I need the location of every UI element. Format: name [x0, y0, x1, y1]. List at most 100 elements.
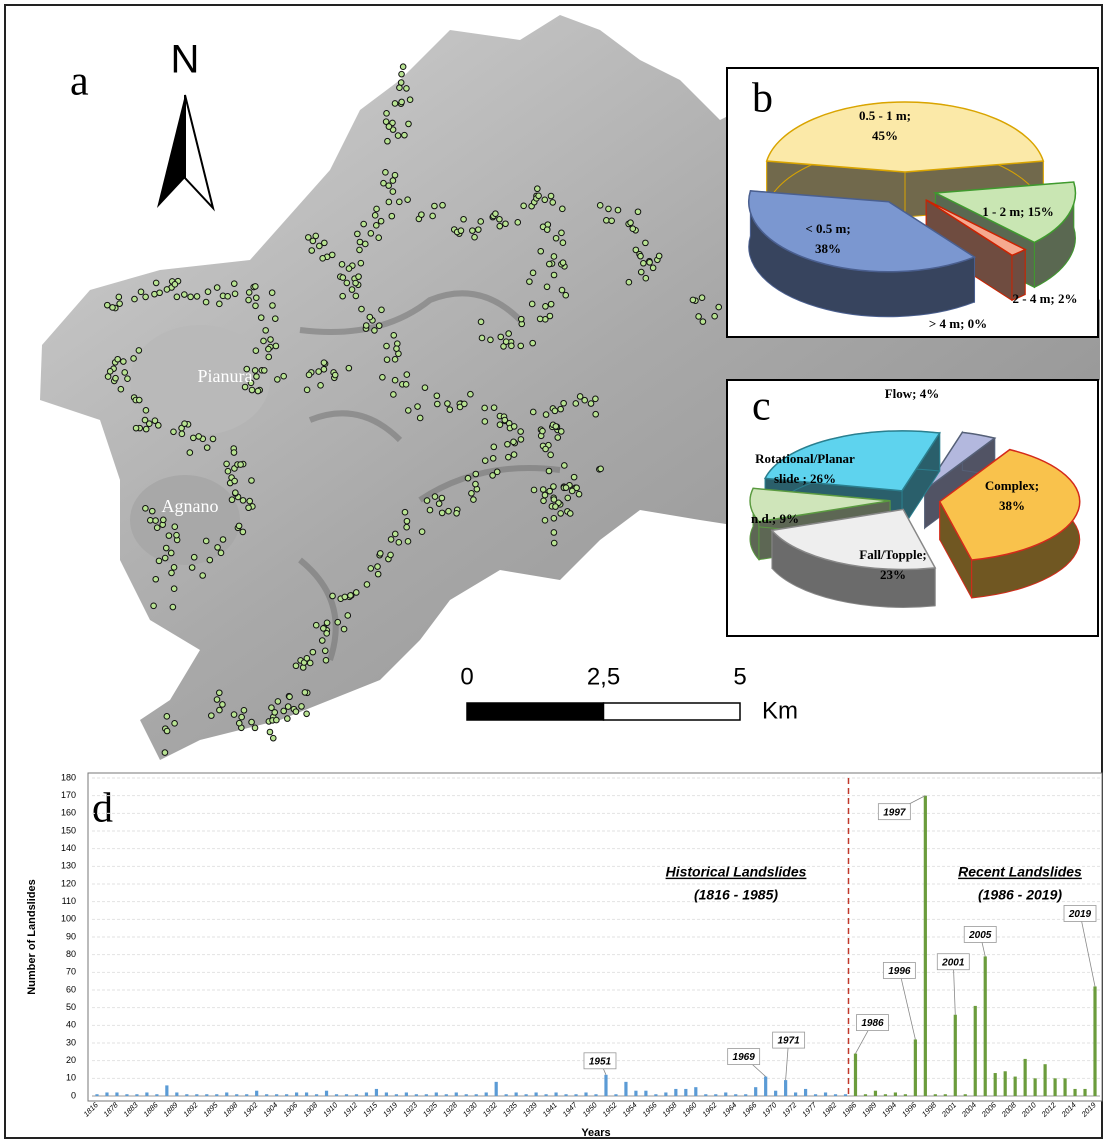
- bar: [864, 1094, 867, 1096]
- landslide-point: [553, 504, 559, 510]
- bar: [564, 1094, 567, 1096]
- bar: [774, 1091, 777, 1096]
- landslide-point: [310, 649, 316, 655]
- landslide-point: [374, 206, 380, 212]
- y-tick-label: 120: [61, 878, 76, 888]
- landslide-point: [356, 274, 362, 280]
- landslide-point: [559, 230, 565, 236]
- landslide-point: [446, 508, 452, 514]
- landslide-point: [548, 193, 554, 199]
- bar: [644, 1091, 647, 1096]
- landslide-point: [563, 292, 569, 298]
- bar: [405, 1092, 408, 1096]
- landslide-point: [503, 221, 509, 227]
- landslide-point: [376, 235, 382, 241]
- bar: [175, 1092, 178, 1096]
- landslide-point: [170, 604, 176, 610]
- landslide-point: [518, 343, 524, 349]
- bar: [824, 1092, 827, 1096]
- bar: [425, 1094, 428, 1096]
- bar: [664, 1092, 667, 1096]
- landslide-point: [191, 435, 197, 441]
- landslide-point: [232, 478, 238, 484]
- landslide-point: [576, 491, 582, 497]
- bar: [495, 1082, 498, 1096]
- landslide-point: [147, 421, 153, 427]
- bar: [345, 1094, 348, 1096]
- landslide-point: [547, 313, 553, 319]
- bar: [814, 1094, 817, 1096]
- landslide-point: [630, 226, 636, 232]
- landslide-point: [171, 586, 177, 592]
- bar: [355, 1094, 358, 1096]
- landslide-point: [638, 253, 644, 259]
- y-tick-label: 170: [61, 790, 76, 800]
- y-tick-label: 60: [66, 984, 76, 994]
- landslide-point: [604, 218, 610, 224]
- landslide-point: [330, 593, 336, 599]
- bar: [515, 1092, 518, 1096]
- bar: [594, 1094, 597, 1096]
- landslide-point: [573, 401, 579, 407]
- landslide-point: [246, 297, 252, 303]
- landslide-point: [392, 101, 398, 107]
- landslide-point: [378, 218, 384, 224]
- landslide-point: [231, 712, 237, 718]
- landslide-point: [249, 478, 255, 484]
- landslide-point: [272, 316, 278, 322]
- landslide-point: [392, 377, 398, 383]
- landslide-point: [268, 337, 274, 343]
- scale-unit: Km: [762, 697, 798, 724]
- landslide-point: [377, 551, 383, 557]
- landslide-point: [380, 374, 386, 380]
- landslide-point: [405, 197, 411, 203]
- landslide-point: [164, 714, 170, 720]
- landslide-point: [166, 533, 172, 539]
- landslide-point: [538, 248, 544, 254]
- landslide-point: [188, 294, 194, 300]
- bar: [95, 1094, 98, 1096]
- landslide-point: [398, 80, 404, 86]
- landslide-point: [406, 121, 412, 127]
- landslide-point: [392, 531, 398, 537]
- landslide-point: [122, 370, 128, 376]
- landslide-point: [551, 254, 557, 260]
- landslide-point: [348, 593, 354, 599]
- landslide-point: [157, 290, 163, 296]
- bar: [125, 1094, 128, 1096]
- bar: [205, 1094, 208, 1096]
- landslide-point: [340, 275, 346, 281]
- landslide-point: [696, 314, 702, 320]
- landslide-point: [490, 456, 496, 462]
- bar: [894, 1092, 897, 1096]
- landslide-point: [275, 699, 281, 705]
- landslide-point: [209, 713, 215, 719]
- landslide-point: [214, 697, 220, 703]
- bar: [1014, 1077, 1017, 1096]
- annotation: 2019: [1068, 909, 1092, 920]
- bar: [614, 1094, 617, 1096]
- landslide-point: [346, 365, 352, 371]
- landslide-point: [274, 717, 280, 723]
- annotation: 1986: [861, 1018, 884, 1029]
- landslide-point: [304, 387, 310, 393]
- landslide-point: [332, 372, 338, 378]
- landslide-point: [544, 284, 550, 290]
- landslide-point: [551, 497, 557, 503]
- landslide-point: [553, 424, 559, 430]
- landslide-point: [518, 316, 524, 322]
- landslide-point: [253, 348, 259, 354]
- period-range: (1986 - 2019): [978, 887, 1062, 903]
- landslide-point: [551, 540, 557, 546]
- landslide-point: [153, 518, 159, 524]
- bar: [844, 1094, 847, 1096]
- landslide-point: [358, 260, 364, 266]
- landslide-point: [404, 372, 410, 378]
- landslide-point: [626, 279, 632, 285]
- landslide-point: [434, 393, 440, 399]
- landslide-point: [546, 468, 552, 474]
- landslide-point: [588, 401, 594, 407]
- landslide-point: [531, 487, 537, 493]
- bar: [225, 1092, 228, 1096]
- bar: [1053, 1078, 1056, 1096]
